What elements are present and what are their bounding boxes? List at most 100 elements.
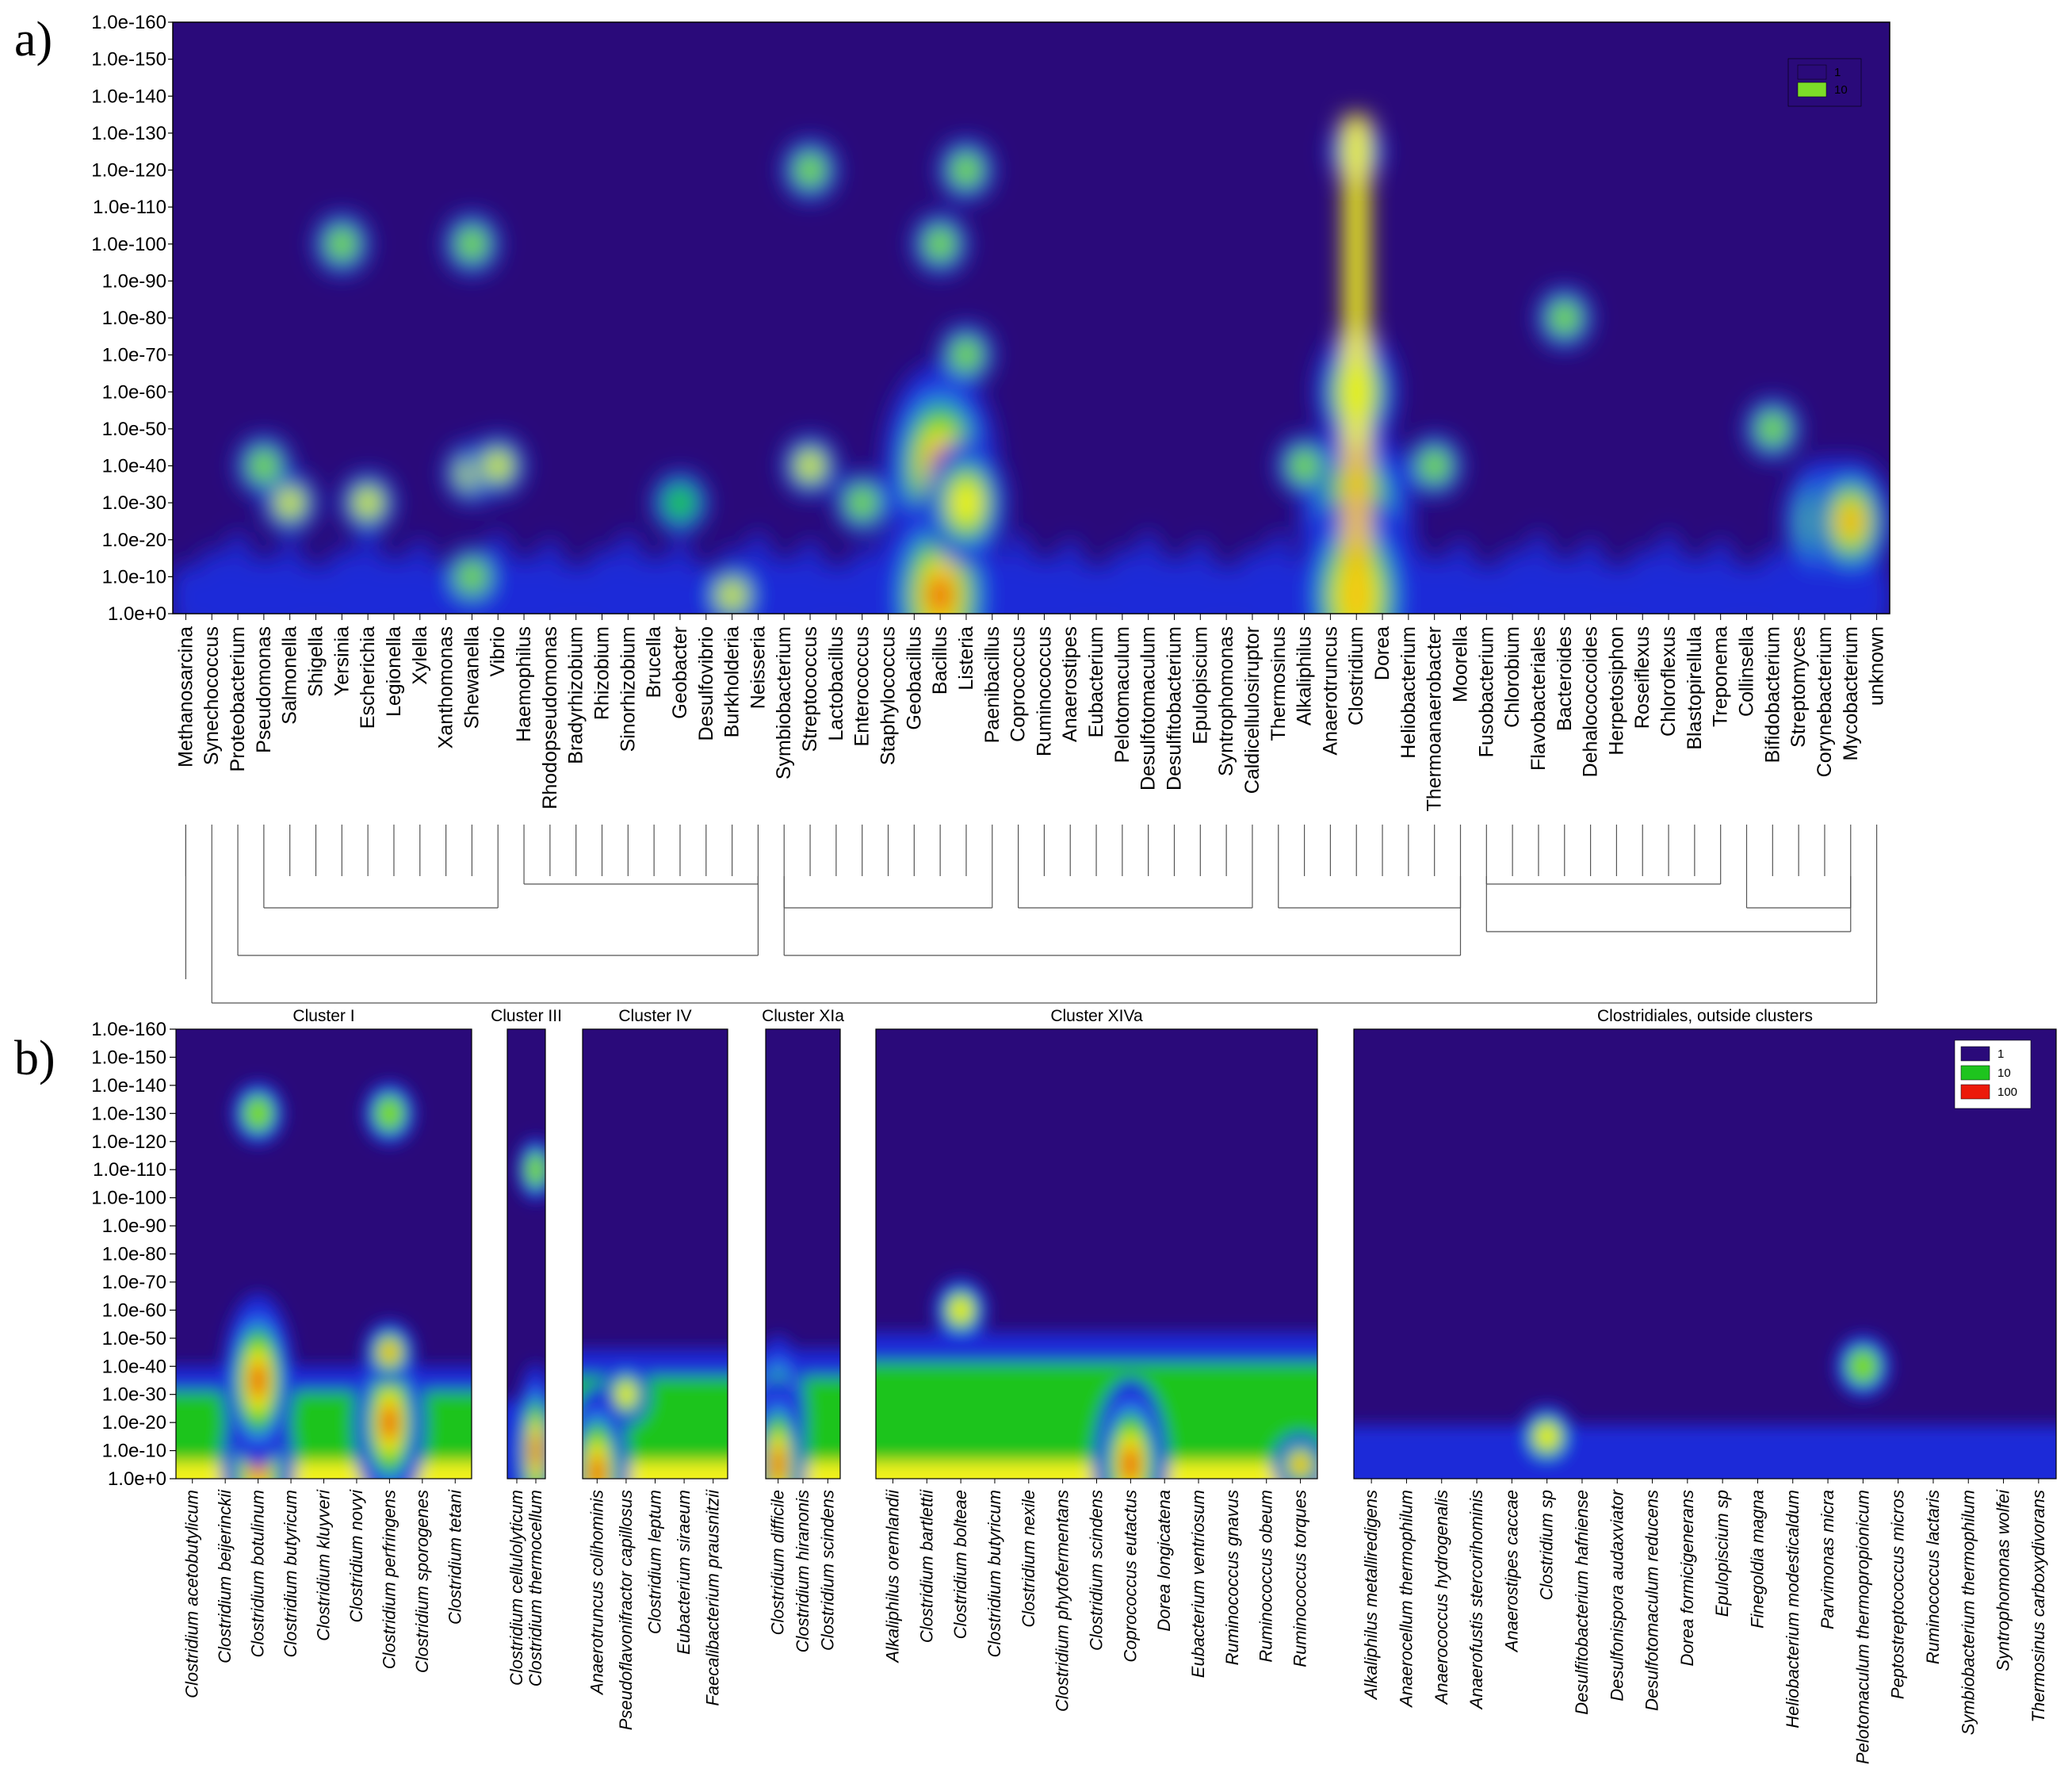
- x-tick-label-clostridium-thermocellum: Clostridium thermocellum: [526, 1490, 545, 1686]
- x-tick-label-desulfonispora-audaxviator: Desulfonispora audaxviator: [1607, 1488, 1627, 1701]
- x-tick-label-pseudomonas: Pseudomonas: [253, 626, 275, 753]
- x-tick-label-clostridium-bartlettii: Clostridium bartlettii: [916, 1489, 936, 1643]
- x-tick-label-ruminococcus-gnavus: Ruminococcus gnavus: [1222, 1490, 1242, 1665]
- x-tick-label-clostridium-beijerinckii: Clostridium beijerinckii: [215, 1489, 235, 1663]
- x-tick-label-xylella: Xylella: [409, 626, 431, 685]
- x-tick-label-unknown: unknown: [1866, 626, 1888, 706]
- x-tick-label-moorella: Moorella: [1450, 626, 1472, 702]
- x-tick-label-ruminococcus-obeum: Ruminococcus obeum: [1256, 1490, 1276, 1663]
- heat-baseline: [404, 538, 436, 614]
- heatmap-a-background: [173, 22, 1890, 614]
- x-tick-label-clostridium: Clostridium: [1345, 626, 1367, 725]
- heat-baseline: [1054, 538, 1086, 614]
- heat-baseline: [508, 554, 540, 614]
- x-tick-label-alkaliphilus-oremlandii: Alkaliphilus oremlandii: [882, 1489, 902, 1664]
- heat-baseline: [1627, 546, 1658, 614]
- heat-baseline: [1418, 554, 1451, 614]
- x-tick-label-clostridium-perfringens: Clostridium perfringens: [379, 1490, 399, 1669]
- cluster-cluster-xia: Cluster XIa Clostridium difficile Clostrid…: [762, 1007, 844, 1652]
- x-tick-label-bifidobacterium: Bifidobacterium: [1761, 626, 1783, 763]
- heat-column-clostridium-core: [1349, 447, 1364, 614]
- heat-spot-bacillus: [931, 578, 950, 612]
- heat-baseline: [1210, 562, 1242, 614]
- legend-swatch: [1960, 1046, 1990, 1062]
- y-tick-label: 1.0e-50: [102, 419, 166, 440]
- heat-spot-listeria: [952, 339, 981, 370]
- y-tick-label: 1.0e-70: [102, 345, 166, 366]
- legend-label: 1: [1834, 66, 1841, 79]
- legend-label: 1: [1997, 1047, 2004, 1061]
- x-tick-label-pelotomaculum: Pelotomaculum: [1111, 626, 1133, 763]
- heat-baseline: [1132, 530, 1164, 614]
- cluster-title: Cluster I: [292, 1007, 354, 1025]
- x-tick-label-clostridium-nexile: Clostridium nexile: [1019, 1490, 1038, 1628]
- x-tick-label-anaerostipes: Anaerostipes: [1059, 626, 1081, 742]
- cluster-title: Cluster IV: [618, 1007, 691, 1025]
- x-tick-label-clostridium-cellulolyticum: Clostridium cellulolyticum: [507, 1490, 526, 1686]
- x-tick-label-escherichia: Escherichia: [357, 626, 379, 729]
- heat-spot-clostridium-botulinum: [252, 1366, 264, 1395]
- y-tick-label: 1.0e-130: [91, 1103, 166, 1124]
- x-tick-label-clostridium-kluyveri: Clostridium kluyveri: [314, 1489, 334, 1641]
- x-tick-label-listeria: Listeria: [955, 626, 977, 691]
- heat-baseline: [1444, 538, 1477, 614]
- y-tick-label: 1.0e-140: [91, 1075, 166, 1097]
- legend-swatch: [1797, 82, 1827, 98]
- x-tick-label-fusobacterium: Fusobacterium: [1475, 626, 1497, 757]
- y-tick-label: 1.0e-60: [102, 381, 166, 403]
- x-tick-label-clostridium-hiranonis: Clostridium hiranonis: [793, 1490, 812, 1652]
- x-tick-label-roseiflexus: Roseiflexus: [1631, 626, 1653, 729]
- heat-spot-bacteroides: [1550, 302, 1579, 334]
- heat-spot-coprococcus-eutactus: [1124, 1450, 1137, 1479]
- x-tick-label-clostridium-butyricum: Clostridium butyricum: [281, 1490, 300, 1658]
- legend-a: 110: [1787, 58, 1862, 107]
- x-tick-label-desulfitobacterium: Desulfitobacterium: [1164, 626, 1186, 790]
- cluster-frame: [507, 1028, 546, 1480]
- cluster-cluster-xiva: Cluster XIVa Alkaliphilus oremlandii Clost…: [875, 1007, 1318, 1712]
- x-tick-label-pelotomaculum-thermopropionicum: Pelotomaculum thermopropionicum: [1852, 1490, 1872, 1764]
- legend-swatch: [1960, 1065, 1990, 1081]
- cluster-title: Clostridiales, outside clusters: [1597, 1007, 1813, 1025]
- y-tick-label: 1.0e-80: [102, 1244, 166, 1265]
- heatmap-panel-a: 1.0e+0 1.0e-10 1.0e-20 1.0e-30 1.0e-40 1.0e-5…: [91, 12, 1890, 811]
- heat-baseline: [1002, 530, 1034, 614]
- cluster-frame: [1353, 1028, 2057, 1480]
- x-tick-label-clostridium-phytofermentans: Clostridium phytofermentans: [1053, 1490, 1072, 1712]
- x-tick-label-syntrophomonas-wolfei: Syntrophomonas wolfei: [1994, 1489, 2013, 1671]
- x-tick-label-bradyrhizobium: Bradyrhizobium: [565, 626, 587, 764]
- x-tick-label-haemophilus: Haemophilus: [513, 626, 535, 742]
- x-tick-label-clostridium-bolteae: Clostridium bolteae: [950, 1490, 970, 1639]
- x-tick-label-dorea-longicatena: Dorea longicatena: [1154, 1490, 1174, 1632]
- heat-baseline: [1237, 546, 1268, 614]
- y-tick-label: 1.0e-160: [91, 12, 166, 33]
- x-tick-label-geobacillus: Geobacillus: [903, 626, 925, 730]
- y-tick-label: 1.0e-160: [91, 1019, 166, 1040]
- y-tick-label: 1.0e-10: [102, 566, 166, 588]
- heat-baseline: [196, 546, 227, 614]
- cluster-cluster-iii: Cluster III Clostridium cellulolyticum Clo…: [491, 1007, 562, 1686]
- x-tick-label-symbiobacterium-thermophilum: Symbiobacterium thermophilum: [1958, 1490, 1978, 1735]
- y-tick-label: 1.0e-20: [102, 530, 166, 551]
- x-tick-label-flavobacteriales: Flavobacteriales: [1527, 626, 1550, 771]
- heat-baseline: [273, 538, 306, 614]
- legend-frame: [1787, 58, 1862, 107]
- x-tick-label-clostridium-tetani: Clostridium tetani: [445, 1489, 464, 1625]
- heat-baseline: [1704, 538, 1737, 614]
- x-tick-label-eubacterium: Eubacterium: [1085, 626, 1107, 737]
- heat-baseline: [1158, 554, 1191, 614]
- heat-spot-listeria: [951, 480, 981, 526]
- heat-baseline: [300, 562, 332, 614]
- heat-floor: [1354, 1425, 2056, 1479]
- x-tick-label-shigella: Shigella: [305, 626, 327, 697]
- x-tick-label-heliobacterium: Heliobacterium: [1397, 626, 1420, 759]
- x-tick-label-eubacterium-ventriosum: Eubacterium ventriosum: [1188, 1490, 1208, 1678]
- x-tick-label-alkaliphilus: Alkaliphilus: [1294, 626, 1316, 725]
- y-tick-label: 1.0e-120: [91, 1131, 166, 1153]
- cluster-cluster-iv: Cluster IV Anaerotruncus colihominis Pseud…: [582, 1007, 728, 1730]
- heat-spot-bifidobacterium: [1758, 413, 1787, 445]
- y-tick-label: 1.0e-110: [93, 197, 166, 218]
- y-tick-label: 1.0e-40: [102, 1356, 166, 1377]
- x-tick-label-anaerofustis-stercorihominis: Anaerofustis stercorihominis: [1466, 1490, 1486, 1710]
- heat-baseline: [1080, 562, 1112, 614]
- heat-spot-clostridium-difficile: [774, 1450, 783, 1479]
